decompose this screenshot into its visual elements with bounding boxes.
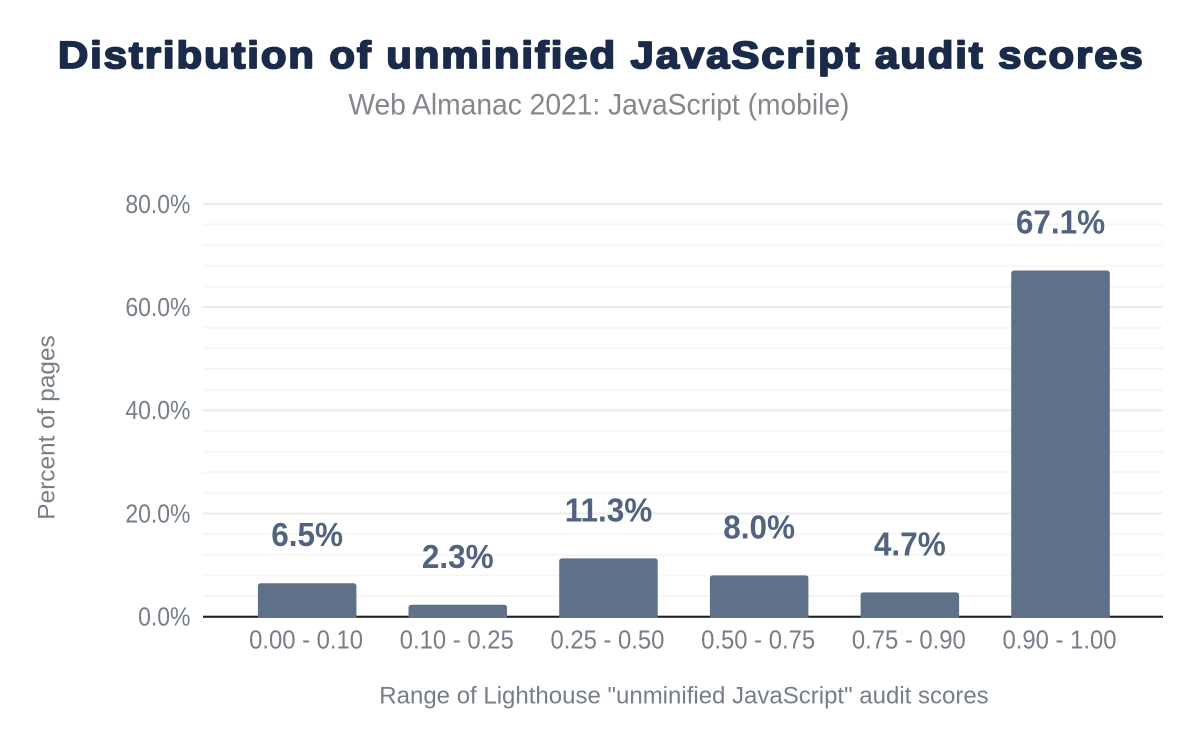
svg-text:0.25 - 0.50: 0.25 - 0.50 xyxy=(550,627,664,655)
svg-text:Distribution of unminified Jav: Distribution of unminified JavaScript au… xyxy=(58,35,1145,77)
svg-text:0.10 - 0.25: 0.10 - 0.25 xyxy=(400,627,514,655)
svg-text:0.0%: 0.0% xyxy=(138,604,190,632)
svg-text:6.5%: 6.5% xyxy=(271,516,343,553)
svg-text:2.3%: 2.3% xyxy=(422,538,494,575)
svg-text:11.3%: 11.3% xyxy=(565,492,653,529)
svg-text:4.7%: 4.7% xyxy=(874,526,946,563)
svg-text:20.0%: 20.0% xyxy=(125,500,190,528)
svg-text:Percent of pages: Percent of pages xyxy=(34,335,61,519)
svg-text:Web Almanac 2021: JavaScript (: Web Almanac 2021: JavaScript (mobile) xyxy=(348,89,849,122)
svg-text:67.1%: 67.1% xyxy=(1016,204,1105,241)
svg-text:80.0%: 80.0% xyxy=(125,191,190,219)
svg-text:0.90 - 1.00: 0.90 - 1.00 xyxy=(1003,627,1117,655)
svg-text:40.0%: 40.0% xyxy=(125,397,190,425)
svg-text:0.75 - 0.90: 0.75 - 0.90 xyxy=(852,627,966,655)
svg-text:0.00 - 0.10: 0.00 - 0.10 xyxy=(249,627,363,655)
svg-text:Range of Lighthouse "unminifie: Range of Lighthouse "unminified JavaScri… xyxy=(379,682,988,709)
svg-text:8.0%: 8.0% xyxy=(723,509,795,546)
svg-text:60.0%: 60.0% xyxy=(125,294,190,322)
svg-text:0.50 - 0.75: 0.50 - 0.75 xyxy=(701,627,815,655)
